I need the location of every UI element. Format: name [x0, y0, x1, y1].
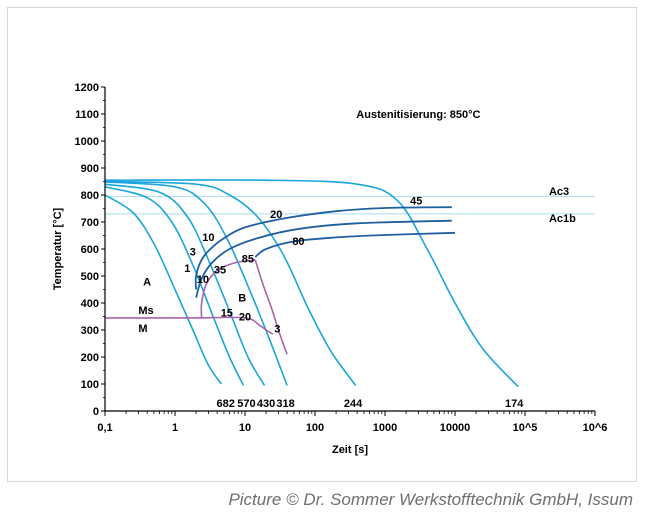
region-label-ac1b: Ac1b	[549, 213, 576, 225]
transformation-curve-pearlite	[254, 231, 456, 258]
region-label-a: A	[143, 276, 151, 288]
phase-boundary-bainite-start	[200, 259, 256, 318]
region-label-ms: Ms	[138, 305, 153, 317]
y-tick-label-700: 700	[81, 217, 99, 229]
region-label-m: M	[138, 323, 147, 335]
cooling-curve-318	[104, 181, 288, 386]
y-tick-label-600: 600	[81, 244, 99, 256]
x-tick-label-10-6: 10^6	[583, 422, 608, 434]
hardness-label-10: 20	[239, 312, 251, 324]
final-hardness-label-570: 570	[237, 398, 255, 410]
x-tick-label-0-1: 0,1	[97, 422, 112, 434]
y-tick-label-200: 200	[81, 352, 99, 364]
y-tick-label-0: 0	[93, 406, 99, 418]
x-tick-label-10-5: 10^5	[513, 422, 538, 434]
final-hardness-label-244: 244	[344, 398, 363, 410]
x-tick-label-10000: 10000	[440, 422, 471, 434]
x-axis-title: Zeit [s]	[332, 444, 368, 456]
hardness-label-5: 85	[242, 253, 254, 265]
hardness-label-1: 10	[202, 232, 214, 244]
transformation-curve-ferrite-start	[194, 206, 452, 290]
y-tick-label-800: 800	[81, 190, 99, 202]
phase-boundary-bainite-end	[254, 259, 288, 355]
final-hardness-label-318: 318	[276, 398, 294, 410]
x-tick-label-1: 1	[172, 422, 178, 434]
y-tick-label-400: 400	[81, 298, 99, 310]
y-tick-label-100: 100	[81, 379, 99, 391]
hardness-label-6: 20	[270, 209, 282, 221]
image-credit: Picture © Dr. Sommer Werkstofftechnik Gm…	[228, 490, 633, 509]
cooling-curve-682	[104, 194, 223, 385]
chart-frame	[7, 7, 637, 482]
cooling-curve-244	[104, 180, 357, 386]
hardness-label-3: 10	[197, 274, 209, 286]
region-label-b: B	[238, 293, 246, 305]
hardness-label-4: 35	[214, 264, 226, 276]
hardness-label-2: 1	[184, 263, 190, 275]
cooling-curve-430	[104, 183, 266, 386]
final-hardness-label-682: 682	[217, 398, 235, 410]
y-tick-label-900: 900	[81, 163, 99, 175]
hardness-label-8: 45	[410, 195, 422, 207]
y-axis-title: Temperatur [°C]	[52, 207, 64, 290]
x-tick-label-1000: 1000	[373, 422, 397, 434]
phase-boundary-ms	[105, 316, 274, 335]
hardness-label-0: 3	[190, 247, 196, 259]
final-hardness-label-174: 174	[505, 398, 524, 410]
transformation-curve-ferrite-end	[195, 219, 452, 298]
hardness-label-11: 3	[274, 324, 280, 336]
final-hardness-label-430: 430	[257, 398, 275, 410]
cooling-curve-174	[104, 179, 519, 388]
region-label-ac3: Ac3	[549, 186, 569, 198]
y-tick-label-1100: 1100	[75, 109, 99, 121]
y-tick-label-1000: 1000	[75, 136, 99, 148]
y-tick-label-500: 500	[81, 271, 99, 283]
chart-title: Austenitisierung: 850°C	[356, 109, 480, 121]
hardness-label-9: 15	[221, 307, 233, 319]
y-tick-label-300: 300	[81, 325, 99, 337]
hardness-label-7: 80	[292, 236, 304, 248]
cooling-curve-570	[104, 186, 245, 386]
y-tick-label-1200: 1200	[75, 82, 99, 94]
x-tick-label-10: 10	[239, 422, 251, 434]
x-tick-label-100: 100	[306, 422, 324, 434]
